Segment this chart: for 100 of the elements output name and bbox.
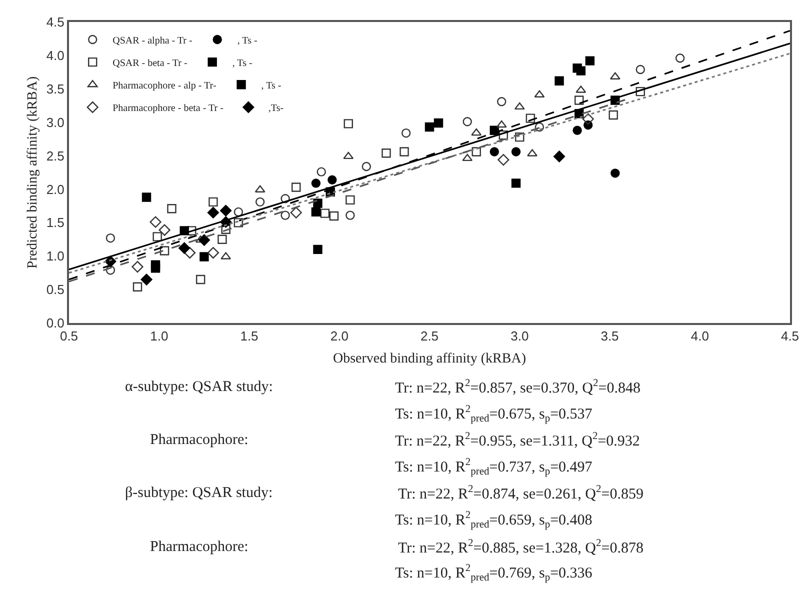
point (142, 192, 152, 202)
point (207, 246, 219, 259)
point (220, 204, 232, 216)
legend-label: QSAR - alpha - Tr - (112, 35, 192, 46)
point (344, 119, 353, 128)
point (497, 97, 506, 106)
point (434, 118, 444, 128)
point (158, 224, 170, 236)
point (526, 114, 536, 123)
point (132, 261, 144, 273)
y-tick-label: 3.0 (46, 114, 64, 130)
x-axis-title: Observed binding affinity (kRBA) (333, 351, 526, 366)
legend-label: , Ts - (261, 80, 282, 92)
point (362, 162, 372, 172)
y-tick-label: 1.0 (46, 248, 64, 264)
point (290, 206, 302, 218)
point (572, 126, 582, 135)
x-tick-label: 1.0 (150, 328, 168, 344)
point (675, 54, 685, 63)
point (208, 197, 218, 207)
text: Tr: n=22, R$^{2}$=0.857, se=0.370, Q$^{2}$=0.848 (395, 378, 640, 396)
point (328, 175, 337, 184)
point (471, 128, 482, 136)
point (292, 182, 301, 192)
y-tick-label: 2.5 (46, 148, 64, 164)
point (132, 282, 142, 292)
text: β-subtype: QSAR study: (125, 485, 273, 501)
point (140, 274, 152, 286)
point (160, 246, 170, 256)
x-tick-label: 4.0 (690, 328, 709, 344)
point (527, 149, 538, 156)
point (400, 147, 409, 156)
point (554, 76, 564, 86)
text: Tr: n=22, R$^{2}$=0.955, se=1.311, Q$^{2}$=0.932 (395, 431, 640, 450)
legend-label: QSAR - beta - Tr - (112, 58, 188, 69)
point (498, 154, 510, 166)
x-tick-label: 1.5 (240, 328, 258, 344)
point (255, 197, 265, 207)
point (346, 195, 355, 205)
point (424, 122, 434, 132)
point (582, 113, 594, 125)
y-tick-label: 4.0 (46, 48, 64, 63)
x-tick-label: 2.0 (330, 328, 348, 344)
point (343, 152, 354, 160)
point (311, 207, 321, 217)
y-tick-label: 0.0 (46, 316, 64, 331)
point (198, 234, 210, 246)
point (511, 147, 521, 156)
point (574, 96, 584, 105)
point (106, 233, 116, 243)
text: Tr: n=22, R$^{2}$=0.885, se=1.328, Q$^{2}$=0.878 (398, 538, 644, 556)
x-tick-label: 0.5 (60, 328, 78, 344)
point (496, 120, 507, 128)
text: α-subtype: QSAR study: (125, 379, 273, 395)
point (234, 218, 244, 228)
point (585, 56, 595, 66)
point (311, 178, 321, 188)
point (608, 110, 618, 120)
text: Ts: n=10, R$^{2}$$_{pred}$=0.659, s$_{p}$=0.408 (395, 510, 592, 530)
point (534, 122, 544, 132)
text: Pharmacophore: (150, 432, 248, 448)
text: Pharmacophore: (150, 539, 248, 555)
point (462, 154, 473, 162)
point (218, 234, 227, 244)
point (610, 168, 620, 178)
point (150, 260, 160, 270)
x-tick-label: 3.0 (510, 328, 529, 344)
point (534, 90, 545, 98)
point (178, 242, 190, 254)
x-tick-label: 2.5 (420, 328, 439, 344)
legend-label: , Ts - (237, 35, 258, 46)
point (167, 204, 176, 214)
point (490, 147, 499, 156)
y-tick-label: 0.5 (46, 282, 64, 298)
point (472, 147, 481, 156)
point (553, 150, 566, 162)
point (636, 64, 645, 74)
text: Tr: n=22, R$^{2}$=0.874, se=0.261, Q$^{2}$=0.859 (398, 484, 644, 502)
point (576, 66, 586, 76)
point (234, 207, 244, 217)
text: Ts: n=10, R$^{2}$$_{pred}$=0.737, s$_{p}$=0.497 (395, 457, 593, 478)
y-tick-label: 2.0 (46, 182, 64, 197)
y-axis-title: Predicted binding affinity (kRBA) (25, 76, 40, 269)
point (514, 102, 525, 110)
point (382, 148, 391, 158)
point (200, 252, 209, 262)
point (184, 246, 196, 259)
point (313, 244, 322, 254)
point (152, 232, 162, 242)
y-tick-label: 1.5 (46, 215, 64, 230)
legend-label: Pharmacophore - alp - Tr- (112, 80, 216, 92)
y-tick-label: 3.5 (46, 81, 64, 96)
point (636, 86, 645, 96)
point (316, 167, 326, 176)
point (196, 274, 206, 284)
legend-label: Pharmacophore - beta - Tr - (112, 103, 224, 114)
legend-label: ,Ts- (268, 103, 284, 114)
x-tick-label: 4.5 (780, 328, 800, 344)
text: Ts: n=10, R$^{2}$$_{pred}$=0.769, s$_{p}$=0.336 (395, 563, 593, 584)
point (515, 132, 524, 142)
